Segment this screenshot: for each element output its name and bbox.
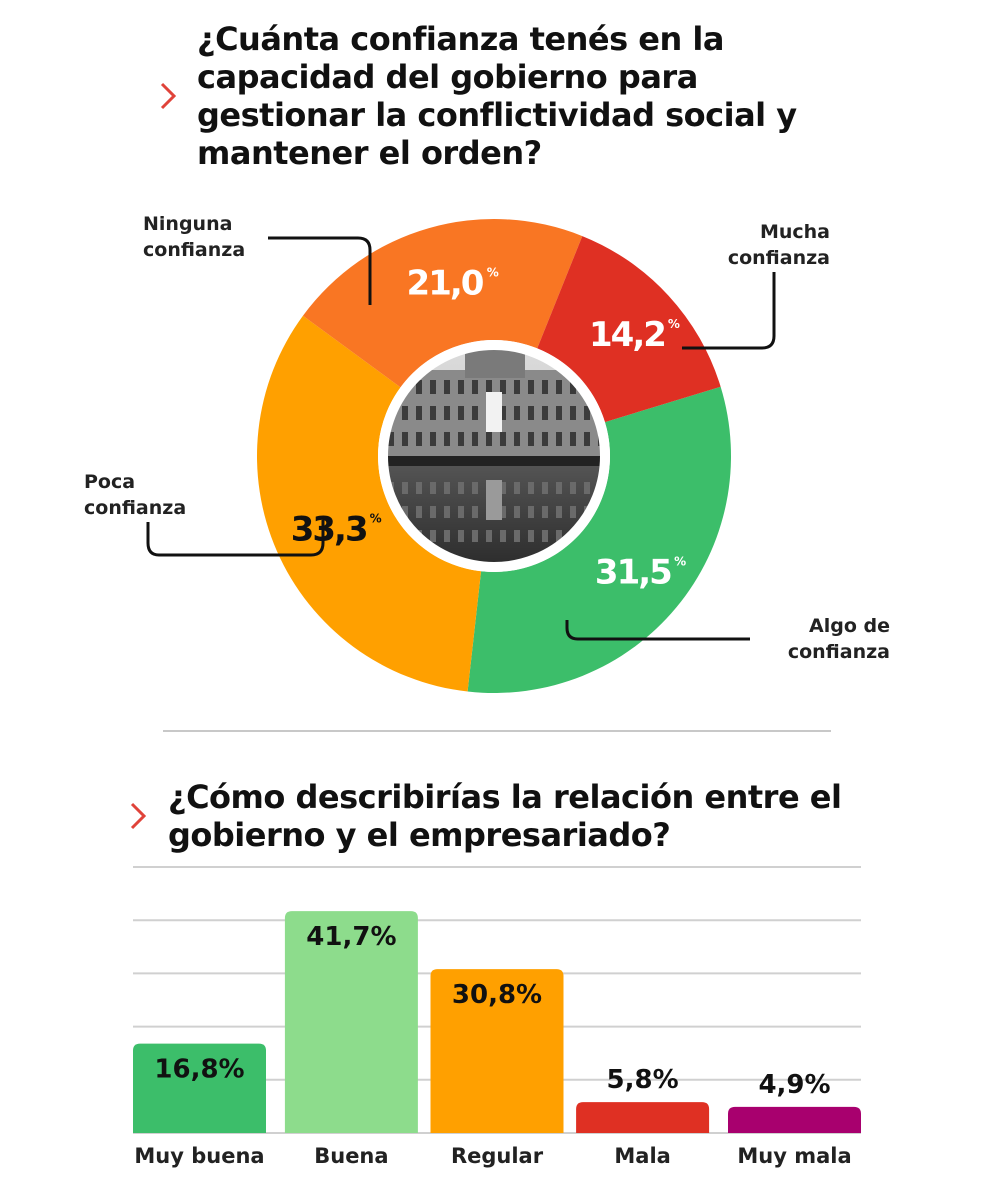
donut-slice-ninguna xyxy=(537,236,721,423)
chevron-right-icon xyxy=(160,82,177,110)
slice-label-algo: Algo de confianza xyxy=(740,613,890,665)
slice-label-line: Poca xyxy=(84,471,136,493)
leader-line-poca xyxy=(146,520,325,557)
percent-sign: % xyxy=(487,265,499,279)
chevron-right-icon xyxy=(130,802,147,830)
category-label: Buena xyxy=(314,1144,388,1168)
bar-2 xyxy=(430,969,564,1133)
slice-label-line: confianza xyxy=(143,239,246,261)
bar-value-label: 30,8% xyxy=(452,980,542,1010)
section-divider xyxy=(163,730,831,732)
slice-label-line: confianza xyxy=(787,641,890,663)
donut-chart: 31,5 %33,3 %21,0 %14,2% xyxy=(146,219,776,694)
donut-slice-mucha xyxy=(467,386,732,694)
percent-sign: % xyxy=(370,511,382,525)
bar-value-label: 41,7% xyxy=(306,922,396,952)
slice-label-line: Algo de xyxy=(809,615,890,637)
slice-label-line: confianza xyxy=(727,247,830,269)
category-label: Muy buena xyxy=(134,1144,264,1168)
slice-label-line: Ninguna xyxy=(143,213,233,235)
slice-value-ninguna: 14,2 xyxy=(589,315,665,355)
question-2-title: ¿Cómo describirías la relación entre el … xyxy=(168,778,842,854)
slice-label-line: Mucha xyxy=(759,221,830,243)
leader-line-algo xyxy=(565,620,750,641)
slice-label-mucha: Mucha confianza xyxy=(700,219,830,271)
slice-value-algo: 33,3 xyxy=(291,509,367,549)
bar-value-label: 5,8% xyxy=(607,1065,679,1095)
slice-label-poca: Poca confianza xyxy=(84,469,234,521)
slice-label-ninguna: Ninguna confianza xyxy=(143,211,303,263)
category-label: Mala xyxy=(614,1144,670,1168)
leader-line-mucha xyxy=(682,272,776,350)
bar-4 xyxy=(728,1106,861,1133)
donut-slice-algo xyxy=(256,315,482,692)
casa-rosada-photo xyxy=(378,340,610,572)
bar-value-label: 4,9% xyxy=(758,1070,830,1100)
donut-slice-poca xyxy=(302,219,583,388)
leader-line-ninguna xyxy=(268,236,372,305)
percent-sign: % xyxy=(668,317,680,331)
slice-value-poca: 21,0 xyxy=(407,263,484,303)
bar-1 xyxy=(284,911,418,1133)
bar-3 xyxy=(576,1102,710,1133)
bar-value-label: 16,8% xyxy=(154,1055,244,1085)
bar-0 xyxy=(133,1043,266,1133)
slice-label-line: confianza xyxy=(84,497,187,519)
percent-sign: % xyxy=(674,554,686,568)
category-label: Muy mala xyxy=(737,1144,851,1168)
category-label: Regular xyxy=(451,1144,544,1168)
question-1-title: ¿Cuánta confianza tenés en la capacidad … xyxy=(197,20,797,172)
slice-value-mucha: 31,5 xyxy=(595,552,671,592)
